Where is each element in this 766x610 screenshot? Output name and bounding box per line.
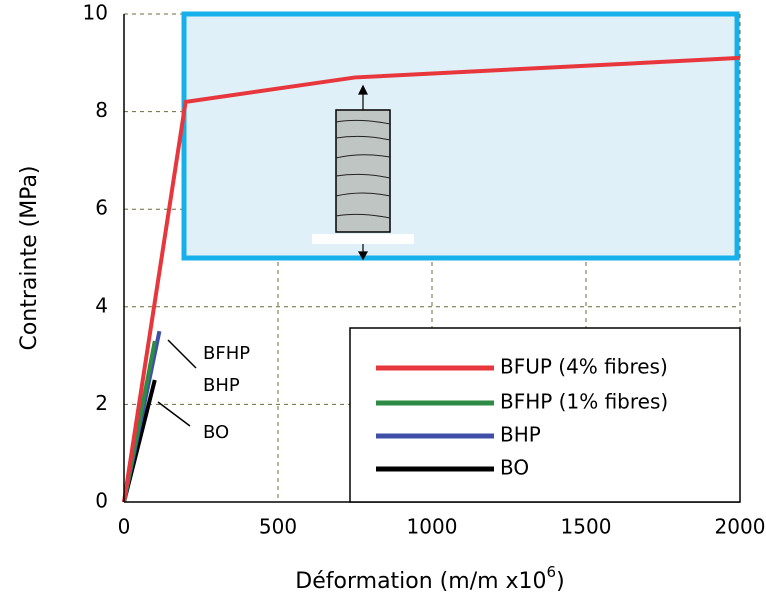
x-tick-label: 500 <box>259 515 297 539</box>
series-lines <box>122 55 741 503</box>
y-tick-label: 10 <box>83 1 108 25</box>
inset-box <box>181 11 740 261</box>
annotation: BO <box>203 422 229 443</box>
y-tick-label: 6 <box>95 196 108 220</box>
x-tick-label: 2000 <box>715 515 766 539</box>
y-tick-label: 0 <box>95 489 108 513</box>
specimen <box>335 109 391 233</box>
x-label-exponent: 6 <box>547 563 557 581</box>
x-tick-label: 0 <box>118 515 131 539</box>
arrows <box>357 84 369 261</box>
specimen-base <box>312 234 414 244</box>
leader-lines <box>157 339 197 427</box>
x-axis-label: Déformation (m/m x106) <box>295 563 564 595</box>
legend-label: BFUP (4% fibres) <box>500 355 668 379</box>
annotation: BFHP <box>203 343 250 364</box>
x-tick-label: 1000 <box>407 515 458 539</box>
inset-illustration <box>181 11 740 261</box>
x-label-main: Déformation (m/m x10 <box>295 569 546 594</box>
cracks <box>335 119 391 219</box>
series-line <box>122 55 741 503</box>
legend-label: BHP <box>500 423 541 447</box>
y-tick-label: 4 <box>95 293 108 317</box>
legend-box <box>349 327 741 503</box>
legend: BFUP (4% fibres) BFHP (1% fibres) BHP BO <box>349 327 741 503</box>
annotation: BHP <box>203 375 240 396</box>
y-tick-label: 2 <box>95 391 108 415</box>
x-label-end: ) <box>556 569 565 594</box>
legend-label: BFHP (1% fibres) <box>500 390 668 414</box>
legend-label: BO <box>500 456 529 480</box>
x-tick-label: 1500 <box>561 515 612 539</box>
y-axis-label: Contrainte (MPa) <box>17 165 42 350</box>
y-tick-label: 8 <box>95 98 108 122</box>
